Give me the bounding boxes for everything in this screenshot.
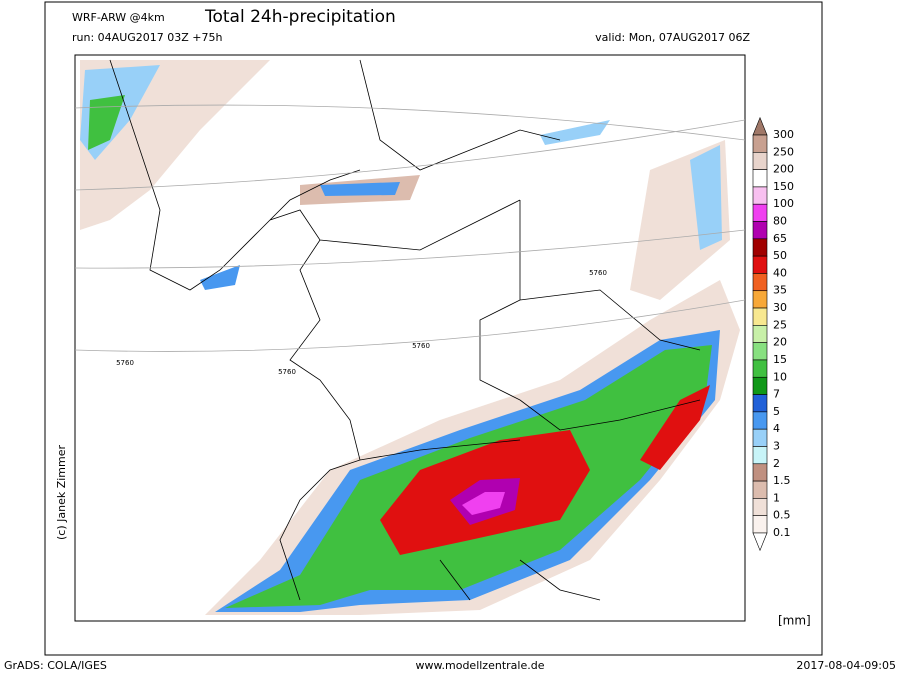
colorbar-swatch — [752, 307, 768, 326]
colorbar-label: 7 — [773, 388, 780, 401]
colorbar-swatch — [752, 480, 768, 499]
colorbar-label: 3 — [773, 439, 780, 452]
colorbar-label: 25 — [773, 318, 787, 331]
colorbar-label: 40 — [773, 266, 787, 279]
colorbar-label: 0.5 — [773, 509, 791, 522]
colorbar-label: 300 — [773, 128, 794, 141]
colorbar-swatch — [752, 186, 768, 205]
colorbar-label: 35 — [773, 284, 787, 297]
colorbar-swatch — [752, 515, 768, 534]
colorbar-swatch — [752, 134, 768, 153]
colorbar-swatch — [752, 428, 768, 447]
model-label: WRF-ARW @4km — [72, 11, 165, 24]
precip-area — [640, 385, 710, 470]
colorbar-swatch — [752, 411, 768, 430]
colorbar-label: 5 — [773, 405, 780, 418]
colorbar-swatch — [752, 376, 768, 395]
colorbar-swatch — [752, 290, 768, 309]
colorbar-swatch — [752, 532, 768, 552]
valid-label: valid: Mon, 07AUG2017 06Z — [595, 31, 750, 44]
colorbar-label: 2 — [773, 457, 780, 470]
footer-right: 2017-08-04-09:05 — [796, 659, 896, 672]
colorbar-label: 150 — [773, 180, 794, 193]
colorbar-swatch — [752, 238, 768, 257]
colorbar-swatch — [752, 152, 768, 170]
contour-label: 5760 — [589, 269, 607, 277]
precip-area — [320, 182, 400, 196]
colorbar-label: 0.1 — [773, 526, 791, 539]
colorbar-swatch — [752, 463, 768, 482]
colorbar-label: 30 — [773, 301, 787, 314]
colorbar-label: 50 — [773, 249, 787, 262]
colorbar-label: 80 — [773, 215, 787, 228]
contour-label: 5760 — [412, 342, 430, 350]
colorbar-label: 4 — [773, 422, 780, 435]
border — [109, 59, 701, 601]
colorbar-swatch — [752, 221, 768, 240]
colorbar-label: 10 — [773, 370, 787, 383]
colorbar-swatch — [752, 394, 768, 413]
credit: (c) Janek Zimmer — [55, 444, 68, 540]
colorbar-label: 65 — [773, 232, 787, 245]
colorbar-swatch — [752, 359, 768, 378]
colorbar-label: 200 — [773, 163, 794, 176]
unit-label: [mm] — [778, 614, 811, 628]
precip-area — [690, 145, 722, 250]
precip-area — [462, 492, 505, 515]
colorbar-swatch — [752, 498, 768, 516]
colorbar-label: 15 — [773, 353, 787, 366]
run-label: run: 04AUG2017 03Z +75h — [72, 31, 222, 44]
colorbar-label: 100 — [773, 197, 794, 210]
colorbar-swatch — [752, 255, 768, 274]
colorbar-label: 1 — [773, 491, 780, 504]
contour-label: 5760 — [278, 368, 296, 376]
contour-line — [75, 104, 745, 352]
colorbar-label: 1.5 — [773, 474, 791, 487]
precip-area — [200, 265, 240, 290]
colorbar-label: 20 — [773, 336, 787, 349]
colorbar-label: 250 — [773, 145, 794, 158]
footer-left: GrADS: COLA/IGES — [4, 659, 107, 672]
map: 5760 5760 5760 5760 — [74, 54, 746, 622]
colorbar-swatch — [752, 325, 768, 343]
colorbar-swatch — [752, 273, 768, 292]
colorbar-swatch — [752, 446, 768, 465]
colorbar-swatch — [752, 203, 768, 222]
colorbar: 300 250 200 150 100 80 65 50 40 35 30 25 20 15 10 7 5 4 3 2… — [752, 116, 794, 552]
precip-area — [540, 120, 610, 145]
footer-center: www.modellzentrale.de — [416, 659, 545, 672]
contour-label: 5760 — [116, 359, 134, 367]
colorbar-swatch — [752, 342, 768, 361]
title: Total 24h-precipitation — [204, 7, 396, 27]
precip-area — [88, 95, 125, 150]
colorbar-swatch — [752, 169, 768, 188]
